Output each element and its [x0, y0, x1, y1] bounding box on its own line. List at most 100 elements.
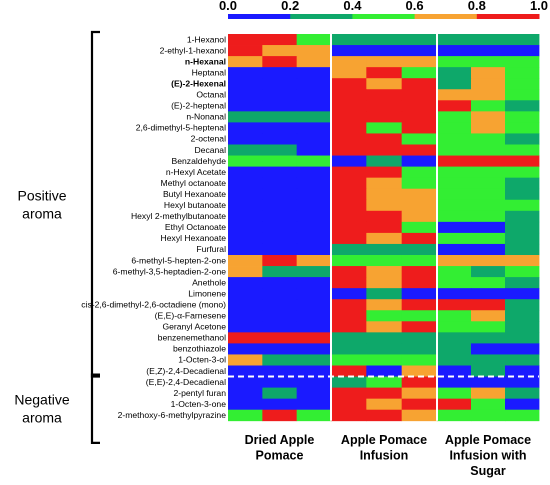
heatmap-cell	[331, 266, 367, 278]
heatmap-cell	[262, 155, 298, 167]
color-scale-segment	[228, 14, 291, 19]
heatmap-cell	[505, 188, 540, 201]
heatmap-cell	[331, 354, 367, 366]
heatmap-cell	[471, 166, 506, 179]
row-label: Butyl Hexanoate	[163, 189, 226, 199]
heatmap-cell	[331, 398, 367, 411]
heatmap-cell	[437, 255, 472, 267]
heatmap-cell	[366, 277, 403, 289]
heatmap-cell	[366, 199, 403, 212]
heatmap-cell	[437, 398, 472, 411]
heatmap-cell	[505, 34, 540, 46]
heatmap-cell	[505, 111, 540, 123]
heatmap-cell	[471, 34, 506, 46]
heatmap-cell	[437, 89, 472, 101]
heatmap-cell	[366, 232, 403, 245]
heatmap-cell	[437, 365, 472, 377]
column-label: Apple Pomace	[445, 433, 531, 447]
heatmap-cell	[437, 45, 472, 57]
heatmap-cell	[228, 210, 263, 223]
heatmap-cell	[401, 177, 438, 190]
heatmap-cell	[366, 332, 403, 344]
heatmap-cell	[262, 321, 298, 333]
heatmap-cell	[366, 188, 403, 201]
heatmap-cell	[331, 255, 367, 267]
heatmap-cell	[471, 299, 506, 311]
heatmap-cell	[262, 45, 298, 57]
column-separators	[228, 34, 539, 421]
heatmap-cell	[401, 299, 438, 311]
heatmap-cell	[401, 354, 438, 366]
heatmap-cell	[471, 365, 506, 377]
heatmap-cell	[296, 133, 332, 145]
color-scale-segment	[290, 14, 353, 19]
row-labels: 1-Hexanol2-ethyl-1-hexanoln-HexanalHepta…	[81, 34, 226, 420]
heatmap-cell	[262, 376, 298, 388]
heatmap-cell	[437, 354, 472, 366]
row-label: 2-octenal	[191, 134, 226, 144]
heatmap-cell	[228, 56, 263, 68]
row-label: Furfural	[196, 244, 226, 254]
heatmap-cell	[505, 177, 540, 190]
color-scale-tick-label: 0.0	[219, 0, 237, 13]
heatmap-cell	[296, 288, 332, 300]
heatmap-cell	[401, 166, 438, 179]
heatmap-cell	[471, 266, 506, 278]
heatmap-cell	[471, 144, 506, 156]
row-label: Octanal	[196, 90, 226, 100]
heatmap-cell	[401, 199, 438, 212]
heatmap-cell	[262, 255, 298, 267]
heatmap-cell	[228, 133, 263, 145]
heatmap-cell	[401, 409, 438, 422]
heatmap-cell	[366, 122, 403, 134]
heatmap-cell	[262, 243, 298, 256]
heatmap-cell	[505, 321, 540, 333]
heatmap-cell	[296, 199, 332, 212]
heatmap-cell	[505, 133, 540, 145]
heatmap-cell	[331, 188, 367, 201]
heatmap-cell	[437, 310, 472, 322]
heatmap-cell	[437, 409, 472, 422]
heatmap-cell	[262, 387, 298, 400]
heatmap-cell	[331, 221, 367, 234]
heatmap-cell	[296, 144, 332, 156]
heatmap-cell	[401, 332, 438, 344]
heatmap-cell	[437, 56, 472, 68]
heatmap-cell	[296, 177, 332, 190]
heatmap-cell	[505, 210, 540, 223]
heatmap-cell	[331, 243, 367, 256]
row-label: Geranyl Acetone	[162, 322, 226, 332]
heatmap-cell	[296, 155, 332, 167]
heatmap-cell	[296, 56, 332, 68]
heatmap-cell	[505, 199, 540, 212]
heatmap-cell	[331, 144, 367, 156]
heatmap-cell	[471, 122, 506, 134]
heatmap-cell	[296, 166, 332, 179]
heatmap-cell	[505, 332, 540, 344]
column-labels: Dried Apple Pomace Apple Pomace Infusion App…	[245, 433, 531, 478]
heatmap-cell	[228, 321, 263, 333]
heatmap-cell	[471, 277, 506, 289]
heatmap-cell	[262, 288, 298, 300]
heatmap-cell	[296, 255, 332, 267]
heatmap-cell	[471, 56, 506, 68]
heatmap-cell	[331, 376, 367, 388]
heatmap-cell	[296, 365, 332, 377]
heatmap-cell	[401, 343, 438, 355]
heatmap-cell	[366, 56, 403, 68]
heatmap-cell	[228, 221, 263, 234]
heatmap-cell	[401, 210, 438, 223]
heatmap-cell	[401, 266, 438, 278]
heatmap-cell	[471, 321, 506, 333]
heatmap-cell	[401, 34, 438, 46]
heatmap-cell	[505, 122, 540, 134]
heatmap-cell	[262, 398, 298, 411]
heatmap-cell	[437, 221, 472, 234]
heatmap-cell	[437, 387, 472, 400]
heatmap-cell	[228, 354, 263, 366]
heatmap-cell	[366, 133, 403, 145]
heatmap-cell	[331, 177, 367, 190]
heatmap-cell	[505, 144, 540, 156]
heatmap-cell	[366, 78, 403, 90]
heatmap-cell	[228, 343, 263, 355]
